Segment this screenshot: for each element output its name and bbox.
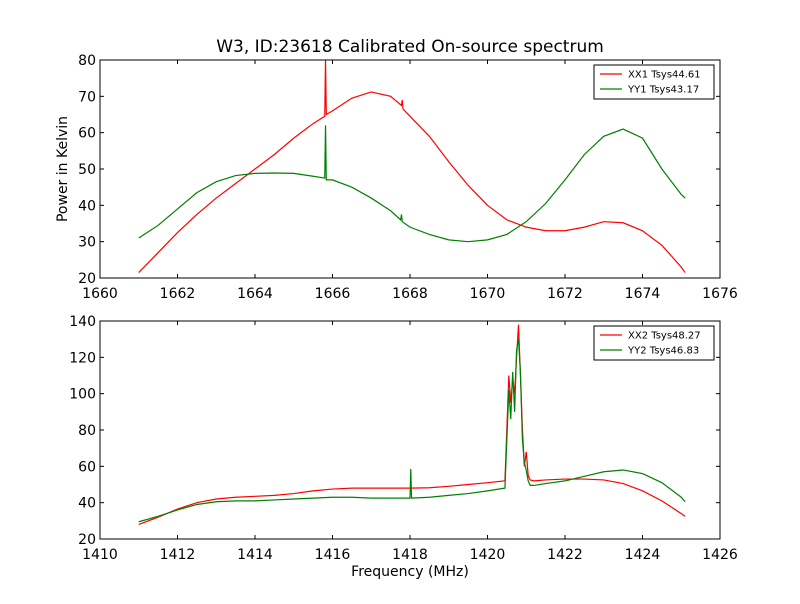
- x-tick-label: 1420: [470, 547, 506, 563]
- legend-entry: YY1 Tsys43.17: [627, 85, 699, 96]
- x-tick-label: 1412: [160, 547, 196, 563]
- y-tick-label: 100: [69, 387, 96, 403]
- x-tick-label: 1424: [625, 547, 661, 563]
- y-tick-label: 30: [78, 235, 96, 251]
- legend-entry: YY2 Tsys46.83: [627, 346, 699, 357]
- y-tick-label: 40: [78, 496, 96, 512]
- x-tick-label: 1414: [237, 547, 273, 563]
- x-tick-label: 1418: [392, 547, 428, 563]
- x-tick-label: 1666: [315, 286, 351, 302]
- x-axis-label: Frequency (MHz): [351, 564, 469, 580]
- x-tick-label: 1674: [625, 286, 661, 302]
- panel-2: 1410 1412 1414 1416 1418 1420 1422 1424 1426 20 40…: [69, 314, 738, 563]
- y-tick-label: 60: [78, 459, 96, 475]
- y-tick-label: 60: [78, 126, 96, 142]
- x-tick-label: 1664: [237, 286, 273, 302]
- y-axis-label: Power in Kelvin: [55, 116, 71, 222]
- x-tick-label: 1422: [547, 547, 583, 563]
- figure-title: W3, ID:23618 Calibrated On-source spectr…: [216, 37, 604, 57]
- x-tick-label: 1416: [315, 547, 351, 563]
- x-tick-label: 1662: [160, 286, 196, 302]
- y-tick-label: 20: [78, 532, 96, 548]
- x-tick-label: 1676: [702, 286, 738, 302]
- y-tick-label: 20: [78, 271, 96, 287]
- x-tick-label: 1672: [547, 286, 583, 302]
- legend-entry: XX1 Tsys44.61: [628, 70, 701, 81]
- panel-1: 1660 1662 1664 1666 1668 1670 1672 1674 1676 20 30…: [78, 53, 738, 302]
- y-tick-label: 70: [78, 89, 96, 105]
- y-tick-label: 120: [69, 350, 96, 366]
- series-line-2-2: [138, 339, 686, 523]
- x-tick-label: 1668: [392, 286, 428, 302]
- series-line-2-1: [138, 324, 686, 526]
- legend: XX2 Tsys48.27 YY2 Tsys46.83: [593, 325, 715, 361]
- y-tick-label: 40: [78, 198, 96, 214]
- series-line-1-1: [138, 59, 686, 273]
- legend-box: [593, 64, 715, 100]
- x-tick-label: 1670: [470, 286, 506, 302]
- y-tick-label: 80: [78, 53, 96, 69]
- legend-box: [593, 325, 715, 361]
- y-tick-label: 50: [78, 162, 96, 178]
- legend: XX1 Tsys44.61 YY1 Tsys43.17: [593, 64, 715, 100]
- series-line-1-2: [138, 125, 686, 243]
- x-tick-label: 1410: [82, 547, 118, 563]
- x-tick-label: 1426: [702, 547, 738, 563]
- x-tick-label: 1660: [82, 286, 118, 302]
- legend-entry: XX2 Tsys48.27: [628, 331, 701, 342]
- y-tick-label: 140: [69, 314, 96, 330]
- y-tick-label: 80: [78, 423, 96, 439]
